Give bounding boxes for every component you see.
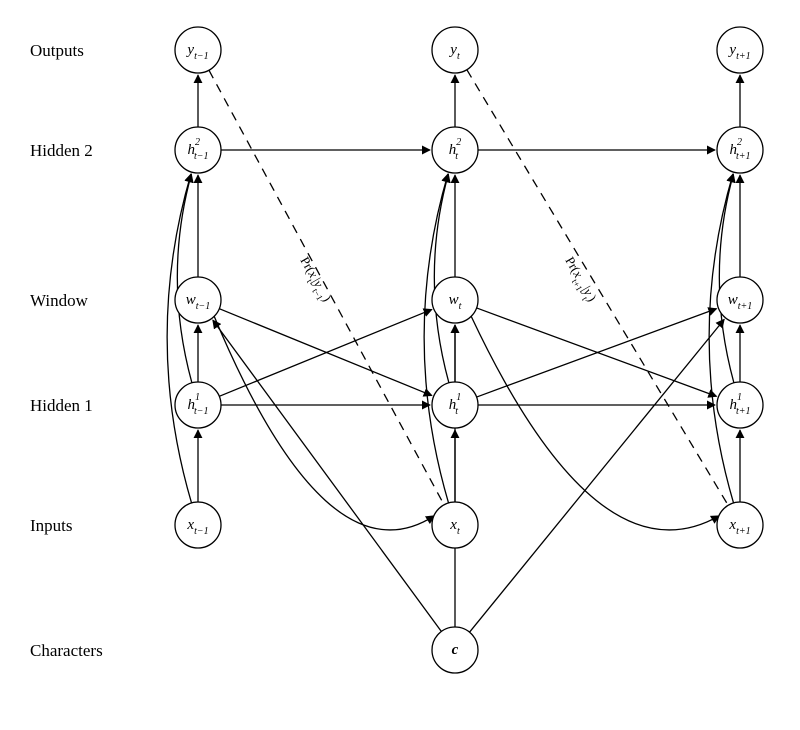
edge-x_tp1-h2_tp1 <box>709 174 733 503</box>
node-x_t: xt <box>432 502 478 548</box>
nodes: yt−1 yt yt+1 h2t−1 h2t h2t+1 wt−1 wt wt+1 h1t−1 h1… <box>175 27 763 673</box>
edge-dashed-y_t-x_tp1 <box>467 70 728 506</box>
edge-w_tm1-x_t <box>214 316 434 530</box>
node-c: c <box>432 627 478 673</box>
edge-label: Pr(xt|yt−1) <box>294 254 335 306</box>
row-label-characters: Characters <box>30 641 103 660</box>
row-label-window: Window <box>30 291 89 310</box>
row-label-hidden2: Hidden 2 <box>30 141 93 160</box>
row-label-outputs: Outputs <box>30 41 84 60</box>
node-x_tm1: xt−1 <box>175 502 221 548</box>
node-h1_tm1: h1t−1 <box>175 382 221 428</box>
svg-text:Pr(xt+1|yt): Pr(xt+1|yt) <box>559 254 600 306</box>
row-labels: Outputs Hidden 2 Window Hidden 1 Inputs Chara… <box>30 41 103 660</box>
node-h2_t: h2t <box>432 127 478 173</box>
node-w_tm1: wt−1 <box>175 277 221 323</box>
row-label-hidden1: Hidden 1 <box>30 396 93 415</box>
edge-dashed-y_tm1-x_t <box>209 70 444 505</box>
edge-x_tm1-h2_tm1 <box>167 174 191 503</box>
edge-label: Pr(xt+1|yt) <box>559 254 600 306</box>
node-h2_tp1: h2t+1 <box>717 127 763 173</box>
edge-w_tm1-h1_t <box>219 309 432 396</box>
svg-text:Pr(xt|yt−1): Pr(xt|yt−1) <box>294 254 335 306</box>
rnn-diagram: Outputs Hidden 2 Window Hidden 1 Inputs Chara… <box>0 0 800 730</box>
node-h2_tm1: h2t−1 <box>175 127 221 173</box>
node-w_t: wt <box>432 277 478 323</box>
svg-text:c: c <box>452 642 459 658</box>
edge-x_t-h2_t <box>424 174 448 503</box>
edge-h1_tm1-w_t <box>219 309 432 396</box>
row-label-inputs: Inputs <box>30 516 73 535</box>
node-y_t: yt <box>432 27 478 73</box>
edge-c-w_tp1 <box>470 319 725 632</box>
node-x_tp1: xt+1 <box>717 502 763 548</box>
node-h1_t: h1t <box>432 382 478 428</box>
node-h1_tp1: h1t+1 <box>717 382 763 428</box>
node-w_tp1: wt+1 <box>717 277 763 323</box>
node-y_tm1: yt−1 <box>175 27 221 73</box>
edge-w_t-x_tp1 <box>471 316 719 530</box>
node-y_tp1: yt+1 <box>717 27 763 73</box>
edge-c-w_tm1 <box>213 320 442 631</box>
